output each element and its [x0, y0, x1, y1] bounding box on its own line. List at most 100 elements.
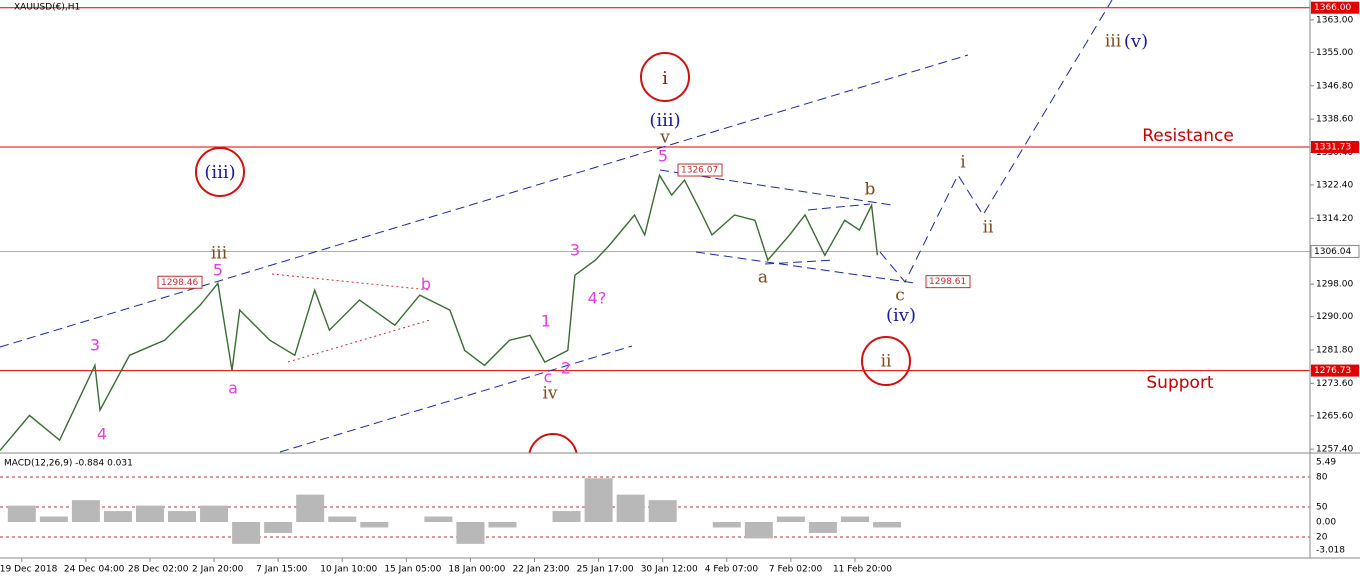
- wave-label: b: [421, 275, 431, 294]
- macd-bar: [39, 516, 68, 523]
- macd-bar: [808, 522, 837, 533]
- macd-axis-label: 50: [1316, 503, 1328, 513]
- wave-label: a: [228, 379, 238, 398]
- macd-axis-label: 5.49: [1316, 458, 1336, 468]
- macd-bar: [712, 522, 741, 528]
- y-tick-label: 1322.40: [1316, 180, 1353, 190]
- x-tick-label: 30 Jan 12:00: [641, 565, 698, 575]
- wave-label: v: [659, 128, 670, 148]
- wave-label: (v): [1124, 31, 1148, 52]
- wave-circle: [861, 336, 911, 386]
- x-tick-label: 19 Dec 2018: [0, 565, 58, 575]
- price-box-label: 1326.07: [681, 166, 718, 176]
- x-tick-label: 4 Feb 07:00: [705, 565, 759, 575]
- wave-label: a: [758, 268, 768, 288]
- x-tick-label: 7 Jan 15:00: [256, 565, 308, 575]
- wave-label: iv: [542, 384, 557, 404]
- x-tick-label: 28 Dec 02:00: [128, 565, 189, 575]
- macd-layer: [7, 478, 902, 544]
- wave-label: (iv): [886, 305, 916, 326]
- level-label: 1276.73: [1314, 366, 1351, 376]
- macd-bar: [616, 494, 645, 523]
- price-box-label: 1298.46: [161, 278, 198, 288]
- price-line: [0, 173, 879, 451]
- level-caption: Support: [1146, 373, 1214, 393]
- price-box: [157, 275, 203, 289]
- macd-bar: [360, 522, 389, 528]
- y-tick-label: 1338.60: [1316, 115, 1353, 125]
- trend-line: [271, 273, 431, 291]
- x-tick-label: 18 Jan 00:00: [448, 565, 505, 575]
- macd-bar: [328, 516, 357, 523]
- macd-axis-label: 20: [1316, 533, 1328, 543]
- wave-label: 3: [570, 241, 580, 260]
- level-caption: Resistance: [1142, 126, 1234, 146]
- wave-label: (iii): [649, 110, 680, 131]
- trend-line: [695, 251, 916, 284]
- macd-bar: [873, 522, 902, 528]
- level-label: 1306.04: [1314, 247, 1351, 257]
- y-tick-label: 1355.00: [1316, 48, 1353, 58]
- wave-label: ii: [983, 218, 994, 238]
- trend-line: [659, 169, 893, 206]
- price-layer: 1298.46 1326.07 1298.61: [0, 163, 971, 451]
- x-tick-label: 11 Feb 20:00: [833, 565, 892, 575]
- wave-circle: [640, 52, 690, 102]
- projection: [879, 0, 1113, 283]
- x-tick-label: 7 Feb 02:00: [769, 565, 823, 575]
- wave-label: 5: [213, 261, 223, 280]
- macd-bar: [776, 516, 805, 523]
- wave-label: b: [865, 180, 876, 200]
- x-tick-label: 25 Jan 17:00: [577, 565, 634, 575]
- x-tick-label: 15 Jan 05:00: [384, 565, 441, 575]
- wave-label: c: [544, 368, 553, 387]
- macd-bar: [232, 522, 261, 544]
- x-tick-label: 2 Jan 20:00: [192, 565, 244, 575]
- wave-label: 1: [541, 312, 551, 331]
- x-tick-label: 10 Jan 10:00: [320, 565, 377, 575]
- y-tick-label: 1281.80: [1316, 345, 1353, 355]
- y-tick-label: 1298.00: [1316, 280, 1353, 290]
- wave-circle: [195, 147, 245, 197]
- y-tick-label: 1257.40: [1316, 445, 1353, 455]
- level-box: [1310, 244, 1360, 258]
- macd-bar: [7, 505, 36, 523]
- macd-axis-label: 0.00: [1316, 518, 1336, 528]
- level-box: [1311, 1, 1359, 14]
- wave-label: iii: [211, 244, 228, 264]
- x-tick-label: 22 Jan 23:00: [513, 565, 570, 575]
- macd-bar: [200, 505, 229, 523]
- symbol-label: XAUUSD(€),H1: [14, 3, 80, 13]
- macd-bar: [264, 522, 293, 533]
- price-box-label: 1298.61: [929, 277, 966, 287]
- macd-title: MACD(12,26,9) -0.884 0.031: [4, 459, 133, 469]
- macd-bar: [135, 505, 164, 523]
- wave-label: ii: [881, 352, 892, 372]
- macd-bar: [648, 500, 677, 523]
- y-tick-label: 1346.80: [1316, 81, 1353, 91]
- y-tick-label: 1290.00: [1316, 312, 1353, 322]
- trend-line: [764, 259, 836, 265]
- y-tick-label: 1265.60: [1316, 411, 1353, 421]
- macd-bar: [584, 478, 613, 523]
- macd-bar: [552, 511, 581, 523]
- macd-bar: [103, 511, 132, 523]
- plot-layer: [0, 7, 1314, 562]
- wave-label: i: [960, 153, 966, 173]
- price-box: [925, 275, 971, 289]
- macd-bar: [71, 500, 100, 523]
- trend-line: [807, 203, 871, 211]
- wave-label: 4: [97, 425, 107, 444]
- trend-lines: [0, 0, 1113, 453]
- level-box: [1311, 141, 1359, 154]
- macd-axis-label: 80: [1316, 473, 1328, 483]
- wave-label: iii: [1105, 32, 1122, 52]
- wave-label: i: [662, 68, 668, 89]
- macd-bar: [488, 522, 517, 528]
- level-box: [1311, 364, 1359, 377]
- macd-bar: [168, 511, 197, 523]
- macd-bar: [456, 522, 485, 544]
- x-tick-label: 24 Dec 04:00: [64, 565, 125, 575]
- wave-label: 3: [90, 336, 100, 355]
